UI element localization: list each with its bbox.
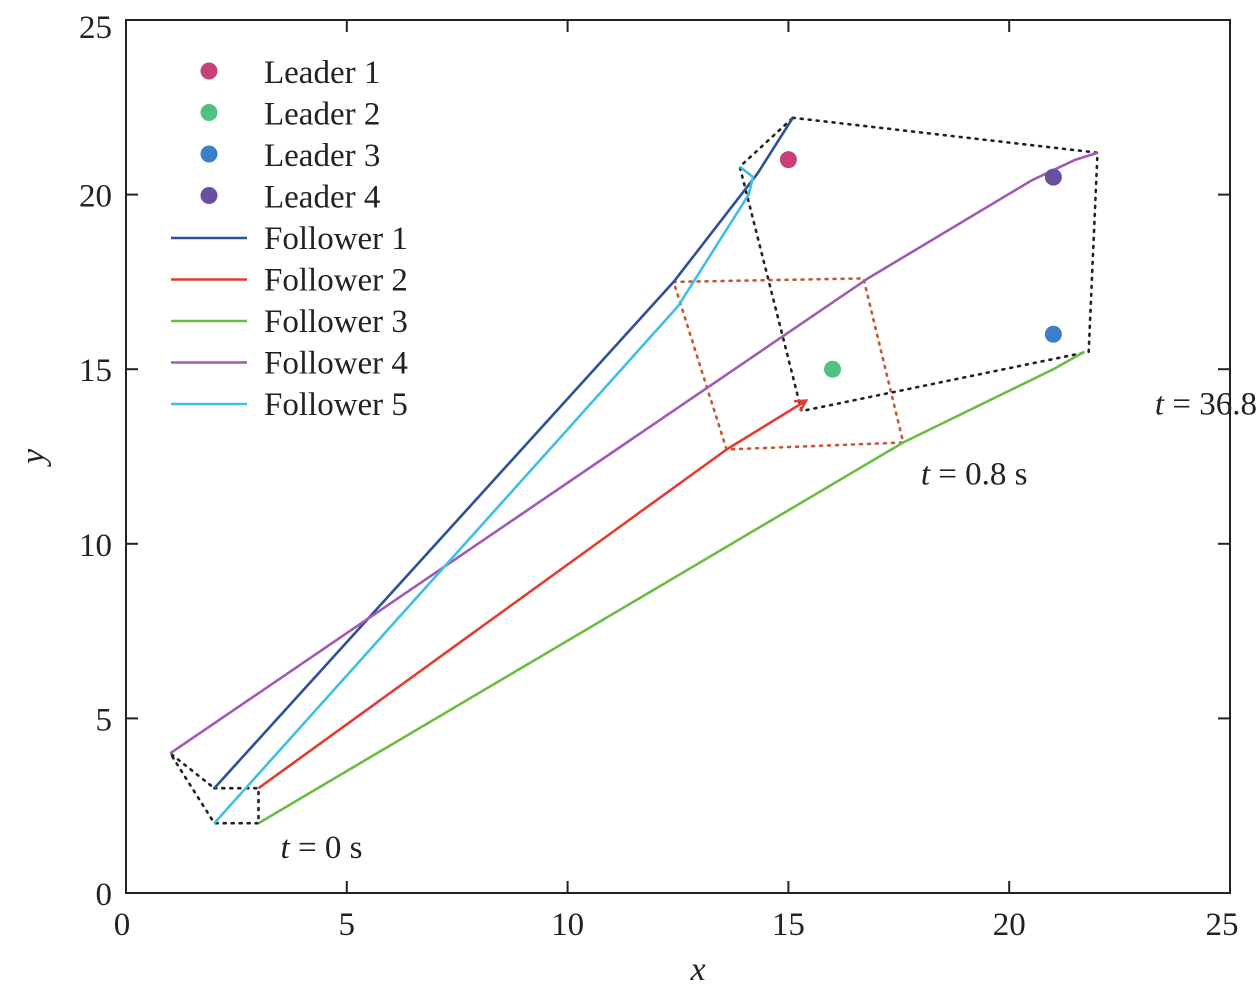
legend-label-follower-2: Follower 2 — [264, 263, 408, 299]
legend-label-follower-1: Follower 1 — [264, 221, 408, 257]
y-tick-label: 5 — [96, 702, 113, 738]
legend-marker-leader-1 — [200, 62, 218, 80]
x-tick-label: 20 — [993, 907, 1026, 943]
axis-ticks: 0 5 10 15 20 25 0 5 10 15 20 25 — [79, 10, 1239, 943]
y-tick-label: 10 — [79, 528, 112, 564]
formation-outline-2 — [738, 116, 1099, 413]
leader-point-4 — [1044, 168, 1062, 186]
time-annotation-1: t = 0.8 s — [921, 456, 1028, 492]
legend-marker-leader-3 — [200, 145, 218, 163]
legend-label-leader-4: Leader 4 — [264, 180, 380, 216]
time-annotation-0: t = 0 s — [281, 830, 363, 866]
time-annotations: t = 0 s t = 0.8 s t = 36.8 s — [281, 387, 1260, 866]
legend: Leader 1 Leader 2 Leader 3 Leader 4 Follower… — [171, 55, 408, 423]
legend-label-follower-4: Follower 4 — [264, 346, 408, 382]
series-line-follower-4 — [169, 151, 1098, 755]
x-tick-label: 5 — [339, 907, 356, 943]
y-tick-label: 0 — [96, 877, 113, 913]
leader-points — [779, 151, 1062, 378]
x-tick-label: 25 — [1206, 907, 1239, 943]
legend-marker-leader-4 — [200, 187, 218, 204]
legend-label-leader-3: Leader 3 — [264, 138, 380, 174]
plot-frame — [125, 19, 1231, 894]
series-line-follower-1 — [213, 117, 794, 790]
x-tick-label: 15 — [772, 907, 805, 943]
y-tick-label: 20 — [79, 179, 112, 215]
series-line-follower-2 — [257, 399, 807, 790]
formation-outline-0 — [169, 752, 260, 825]
leader-point-1 — [779, 151, 797, 169]
time-annotation-2: t = 36.8 s — [1155, 387, 1260, 423]
legend-label-leader-1: Leader 1 — [264, 55, 380, 91]
series-line-follower-3 — [257, 350, 1085, 825]
follower-2-arrowhead — [794, 399, 809, 412]
leader-point-2 — [824, 360, 842, 378]
legend-label-follower-3: Follower 3 — [264, 304, 408, 340]
series-line-follower-5 — [213, 165, 755, 825]
y-tick-label: 25 — [79, 10, 112, 46]
y-axis-label: y — [15, 448, 52, 467]
x-tick-label: 0 — [114, 907, 131, 943]
legend-marker-leader-2 — [200, 104, 218, 121]
x-tick-label: 10 — [551, 907, 584, 943]
legend-label-follower-5: Follower 5 — [264, 387, 408, 423]
legend-label-leader-2: Leader 2 — [264, 97, 380, 133]
x-axis-label: x — [689, 951, 705, 988]
leader-point-3 — [1044, 325, 1062, 343]
follower-trajectories — [169, 117, 1098, 825]
y-tick-label: 15 — [79, 353, 112, 389]
